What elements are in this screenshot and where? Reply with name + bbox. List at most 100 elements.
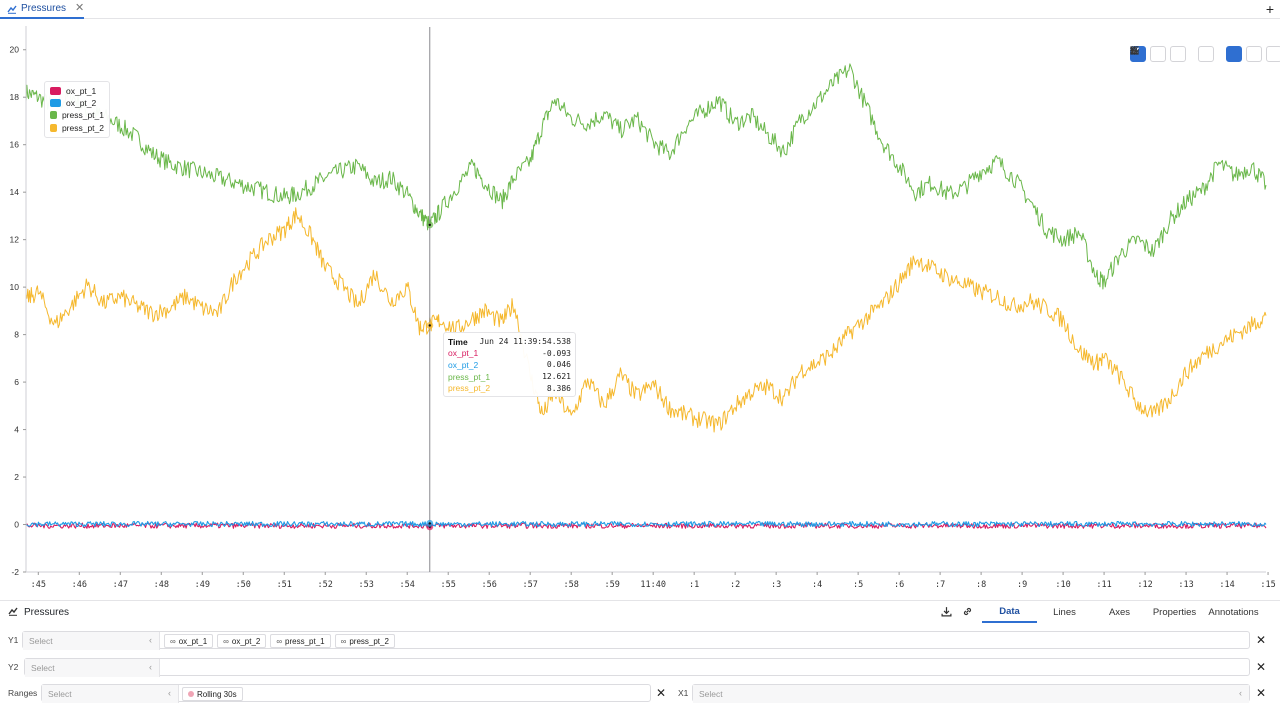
pan-icon[interactable] xyxy=(1130,46,1166,62)
tooltip-series-value: 8.386 xyxy=(546,383,571,393)
x-tick-label: :12 xyxy=(1137,580,1152,590)
line-chart-icon xyxy=(8,606,18,619)
x-tick-label: :8 xyxy=(976,580,986,590)
ranges-clear-button[interactable]: ✕ xyxy=(655,686,667,700)
ranges-label: Ranges xyxy=(8,688,38,698)
infinity-icon: ∞ xyxy=(223,636,229,646)
x1-label: X1 xyxy=(678,688,689,698)
hover-point-center xyxy=(428,522,431,525)
y-tick-label: 4 xyxy=(14,425,19,435)
tab-lines[interactable]: Lines xyxy=(1053,606,1076,618)
series-line-press-pt-2[interactable] xyxy=(25,207,1267,433)
tab-annotations[interactable]: Annotations xyxy=(1208,606,1259,618)
add-tab-button[interactable]: + xyxy=(1265,1,1274,17)
infinity-icon: ∞ xyxy=(170,636,176,646)
hover-tooltip: Time Jun 24 11:39:54.538 ox_pt_1 -0.093 … xyxy=(443,332,576,397)
x-tick-label: :57 xyxy=(523,580,538,590)
tab-properties[interactable]: Properties xyxy=(1152,606,1197,618)
panel-actions xyxy=(941,606,973,620)
y-tick-label: 12 xyxy=(10,235,20,245)
legend-swatch xyxy=(50,87,61,96)
legend-label: press_pt_1 xyxy=(61,110,104,121)
fit-icon[interactable] xyxy=(1130,46,1214,62)
legend-label: ox_pt_2 xyxy=(66,98,97,109)
y2-select[interactable]: Select ‹ xyxy=(25,659,160,677)
download-icon[interactable] xyxy=(941,606,952,620)
y-tick-label: 20 xyxy=(10,45,20,55)
link-icon[interactable] xyxy=(962,606,973,620)
tooltip-row: ox_pt_1 -0.093 xyxy=(448,348,571,360)
channel-chip[interactable]: ∞ ox_pt_1 xyxy=(164,634,214,648)
x1-field[interactable]: Select ‹ xyxy=(692,684,1250,703)
legend-item-press-pt-1[interactable]: press_pt_1 xyxy=(50,109,104,121)
y1-field[interactable]: Select ‹ ∞ ox_pt_1 ∞ ox_pt_2 ∞ press_pt_1 ∞… xyxy=(22,631,1250,650)
chevron-left-icon[interactable]: ‹ xyxy=(149,662,152,672)
ranges-field[interactable]: Select ‹ Rolling 30s xyxy=(41,684,651,703)
x-tick-label: :7 xyxy=(935,580,945,590)
x-tick-label: :45 xyxy=(31,580,46,590)
tooltip-time-label: Time xyxy=(448,336,468,347)
x-tick-label: :55 xyxy=(441,580,456,590)
legend-item-press-pt-2[interactable]: press_pt_2 xyxy=(50,122,104,134)
y-tick-label: 16 xyxy=(10,140,20,150)
x-tick-label: :3 xyxy=(771,580,781,590)
y-tick-label: 0 xyxy=(14,520,19,530)
x-tick-label: :6 xyxy=(894,580,904,590)
channel-chip[interactable]: ∞ press_pt_1 xyxy=(270,634,331,648)
annotate-icon[interactable] xyxy=(1131,46,1262,62)
ranges-select[interactable]: Select ‹ xyxy=(42,685,179,703)
x-tick-label: :54 xyxy=(400,580,415,590)
infinity-icon: ∞ xyxy=(276,636,283,646)
y2-label: Y2 xyxy=(8,662,19,672)
range-chip[interactable]: Rolling 30s xyxy=(182,687,243,701)
chevron-left-icon[interactable]: ‹ xyxy=(168,688,171,698)
legend-item-ox-pt-2[interactable]: ox_pt_2 xyxy=(50,97,104,109)
series-line-ox-pt-2[interactable] xyxy=(25,520,1267,528)
x-tick-label: :59 xyxy=(605,580,620,590)
tooltip-time-row: Time Jun 24 11:39:54.538 xyxy=(448,336,571,348)
pause-icon[interactable] xyxy=(1132,46,1280,62)
x-tick-label: :13 xyxy=(1178,580,1193,590)
line-chart[interactable]: -202468101214161820:45:46:47:48:49:50:51… xyxy=(0,19,1280,600)
x-tick-label: :46 xyxy=(72,580,87,590)
y1-clear-button[interactable]: ✕ xyxy=(1255,633,1267,647)
y1-chips: ∞ ox_pt_1 ∞ ox_pt_2 ∞ press_pt_1 ∞ press_pt_… xyxy=(164,634,395,648)
x1-clear-button[interactable]: ✕ xyxy=(1255,686,1267,700)
y1-select[interactable]: Select ‹ xyxy=(23,632,160,650)
x-tick-label: :47 xyxy=(113,580,128,590)
tab-data[interactable]: Data xyxy=(982,601,1037,623)
tooltip-series-value: 12.621 xyxy=(542,372,571,382)
x-tick-label: :58 xyxy=(564,580,579,590)
close-icon[interactable]: ✕ xyxy=(75,2,85,14)
legend-swatch xyxy=(50,99,61,108)
chip-label: ox_pt_1 xyxy=(178,636,208,646)
x-tick-label: :51 xyxy=(277,580,292,590)
tab-axes[interactable]: Axes xyxy=(1108,606,1131,618)
ranges-row: Ranges Select ‹ Rolling 30s ✕ X1 Select … xyxy=(0,684,1280,703)
channel-chip[interactable]: ∞ press_pt_2 xyxy=(334,634,395,648)
tab-bar: Pressures ✕ + xyxy=(0,0,1280,19)
panel-header: Pressures xyxy=(8,606,69,619)
chevron-left-icon[interactable]: ‹ xyxy=(149,635,152,645)
y2-field[interactable]: Select ‹ xyxy=(24,658,1250,677)
tab-pressures[interactable]: Pressures ✕ xyxy=(0,0,84,19)
x1-placeholder: Select xyxy=(699,689,723,699)
properties-panel: Pressures Data Lines Axes Properties Ann… xyxy=(0,600,1280,711)
legend-item-ox-pt-1[interactable]: ox_pt_1 xyxy=(50,85,104,97)
channel-chip[interactable]: ∞ ox_pt_2 xyxy=(217,634,267,648)
plot-area[interactable]: -2 0 2 4 6 8 10 12 14 16 18 20:45:46:47:48:49:50:51… xyxy=(0,19,1280,600)
y1-label: Y1 xyxy=(8,635,19,645)
chevron-left-icon[interactable]: ‹ xyxy=(1239,688,1242,698)
tooltip-series-name: ox_pt_2 xyxy=(448,359,479,370)
box-select-icon[interactable] xyxy=(1130,46,1186,62)
x1-select[interactable]: Select ‹ xyxy=(693,685,1249,703)
plot-toolbar xyxy=(1130,46,1280,62)
series-line-press-pt-1[interactable] xyxy=(25,63,1267,290)
ranges-placeholder: Select xyxy=(48,689,72,699)
y2-row: Y2 Select ‹ ✕ xyxy=(0,658,1280,677)
x-tick-label: :11 xyxy=(1096,580,1111,590)
y2-clear-button[interactable]: ✕ xyxy=(1255,660,1267,674)
panel-title: Pressures xyxy=(24,607,70,618)
tooltip-icon[interactable] xyxy=(1130,46,1242,62)
tooltip-row: ox_pt_2 0.046 xyxy=(448,359,571,371)
